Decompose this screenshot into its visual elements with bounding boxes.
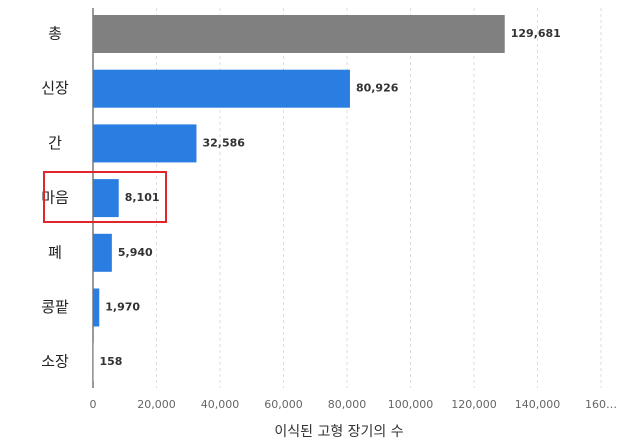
value-label: 80,926 (356, 82, 399, 95)
bar (93, 179, 119, 218)
x-tick-label: 120,000 (451, 398, 497, 411)
y-tick-label: 소장 (41, 353, 69, 371)
bar (93, 343, 94, 382)
y-tick-label: 간 (48, 134, 62, 152)
x-tick-label: 20,000 (137, 398, 176, 411)
x-tick-label: 140,000 (515, 398, 561, 411)
value-label: 1,970 (105, 301, 140, 314)
x-tick-label: 0 (90, 398, 97, 411)
y-tick-label: 총 (48, 25, 62, 43)
value-label: 8,101 (125, 191, 160, 204)
x-tick-label: 40,000 (201, 398, 240, 411)
y-tick-label: 마음 (41, 189, 69, 207)
bar (93, 288, 100, 327)
bar (93, 15, 505, 53)
x-tick-label: 80,000 (328, 398, 367, 411)
bar (93, 69, 350, 108)
y-tick-label: 콩팥 (41, 298, 69, 316)
value-label: 129,681 (511, 27, 561, 40)
bar (93, 233, 112, 272)
x-axis-label: 이식된 고형 장기의 수 (274, 424, 403, 440)
highlight-box (43, 171, 167, 223)
x-tick-label: 60,000 (264, 398, 303, 411)
value-label: 158 (100, 355, 123, 368)
x-tick-label: 100,000 (388, 398, 434, 411)
value-label: 5,940 (118, 246, 153, 259)
y-tick-label: 폐 (48, 243, 62, 261)
x-tick-label: 160… (585, 398, 617, 411)
value-label: 32,586 (202, 136, 245, 149)
y-tick-label: 신장 (41, 79, 69, 97)
bar (93, 124, 197, 163)
